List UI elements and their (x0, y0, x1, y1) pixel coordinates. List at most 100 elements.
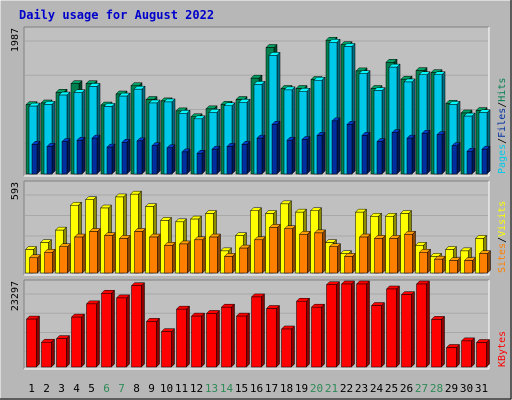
kbytes-bar (25, 315, 41, 368)
sites-bar (373, 234, 387, 274)
kbytes-bar (280, 325, 296, 368)
day-label: 14 (220, 382, 234, 395)
sites-bar (178, 240, 192, 274)
day-label: 6 (103, 382, 110, 395)
legend-visits-sites: Sites/Visits (497, 201, 508, 273)
y-max-label: 23297 (10, 281, 21, 311)
kbytes-bar (220, 303, 236, 368)
sites-bar (118, 234, 132, 274)
day-label: 29 (445, 382, 458, 395)
pages-bar (421, 129, 431, 175)
sites-bar (448, 256, 462, 274)
pages-bar (346, 120, 356, 175)
day-label: 5 (88, 382, 95, 395)
kbytes-bar (130, 282, 146, 368)
pages-bar (286, 136, 296, 175)
pages-bar (181, 148, 191, 175)
sites-bar (163, 241, 177, 274)
legend-entry: Pages (497, 144, 508, 174)
day-axis: 1 2 3 4 5 6 7 8 9 10 11 12 13 14 15 16 17 18 19 20 21 22 23 24 2… (28, 382, 488, 395)
day-label: 10 (160, 382, 173, 395)
pages-bar (316, 131, 326, 175)
day-label: 23 (355, 382, 368, 395)
pages-bar (481, 145, 491, 175)
kbytes-bar (175, 305, 191, 368)
sites-bar (43, 248, 57, 274)
sites-bar (418, 248, 432, 274)
pages-bar (211, 145, 221, 175)
day-label: 9 (148, 382, 155, 395)
sites-bar (343, 252, 357, 274)
sites-bar (283, 225, 297, 274)
day-label: 7 (118, 382, 125, 395)
legend-entry: Files (497, 108, 508, 138)
kbytes-bar (235, 312, 251, 368)
day-label: 25 (385, 382, 398, 395)
kbytes-bar (115, 294, 131, 368)
day-label: 18 (280, 382, 293, 395)
day-label: 11 (175, 382, 188, 395)
kbytes-bar (355, 280, 371, 368)
sites-bar (298, 230, 312, 274)
kbytes-bar (340, 280, 356, 368)
day-label: 12 (190, 382, 203, 395)
pages-bar (106, 143, 116, 175)
sites-bar (403, 230, 417, 274)
sites-bar (268, 223, 282, 274)
pages-bar (361, 131, 371, 175)
day-label: 15 (235, 382, 248, 395)
sites-bar (148, 233, 162, 274)
legend-entry: / (497, 237, 508, 243)
pages-bar (466, 147, 476, 175)
kbytes-bar (55, 334, 71, 368)
sites-bar (103, 232, 117, 274)
sites-bar (73, 233, 87, 274)
legend-kbytes: KBytes (497, 331, 508, 367)
kbytes-bar (460, 337, 476, 368)
day-label: 3 (58, 382, 65, 395)
kbytes-bar (415, 280, 431, 368)
kbytes-bar (160, 328, 176, 368)
kbytes-bar (475, 338, 491, 368)
sites-bar (388, 234, 402, 274)
legend-hits-files-pages: Pages/Files/Hits (497, 78, 508, 174)
sites-bar (238, 244, 252, 274)
sites-bar (208, 233, 222, 274)
day-label: 8 (133, 382, 140, 395)
pages-bar (121, 138, 131, 175)
chart-title: Daily usage for August 2022 (19, 8, 214, 22)
pages-bar (271, 120, 281, 175)
day-label: 20 (310, 382, 323, 395)
pages-bar (226, 142, 236, 175)
day-label: 1 (28, 382, 35, 395)
kbytes-bar (145, 317, 161, 368)
day-label: 4 (73, 382, 80, 395)
pages-bar (406, 134, 416, 175)
kbytes-bar (295, 297, 311, 368)
pages-bar (256, 134, 266, 175)
pages-bar (31, 140, 41, 175)
pages-bar (166, 144, 176, 175)
kbytes-bar (400, 291, 416, 368)
pages-bar (451, 142, 461, 175)
kbytes-bar (430, 315, 446, 368)
pages-bar (136, 137, 146, 175)
pages-bar (436, 131, 446, 175)
kbytes-bar (325, 281, 341, 368)
sites-bar (358, 233, 372, 274)
sites-bar (463, 256, 477, 274)
sites-bar (433, 255, 447, 274)
kbytes-bar (310, 303, 326, 368)
pages-bar (196, 149, 206, 175)
kbytes-bar (100, 289, 116, 368)
pages-bar (241, 140, 251, 175)
kbytes-bar (250, 293, 266, 368)
sites-bar (133, 227, 147, 274)
kbytes-bar (40, 338, 56, 368)
legend-entry: Hits (497, 78, 508, 102)
panel-visits-sites: 593 Sites/Visits (10, 180, 508, 276)
kbytes-bar (190, 312, 206, 368)
